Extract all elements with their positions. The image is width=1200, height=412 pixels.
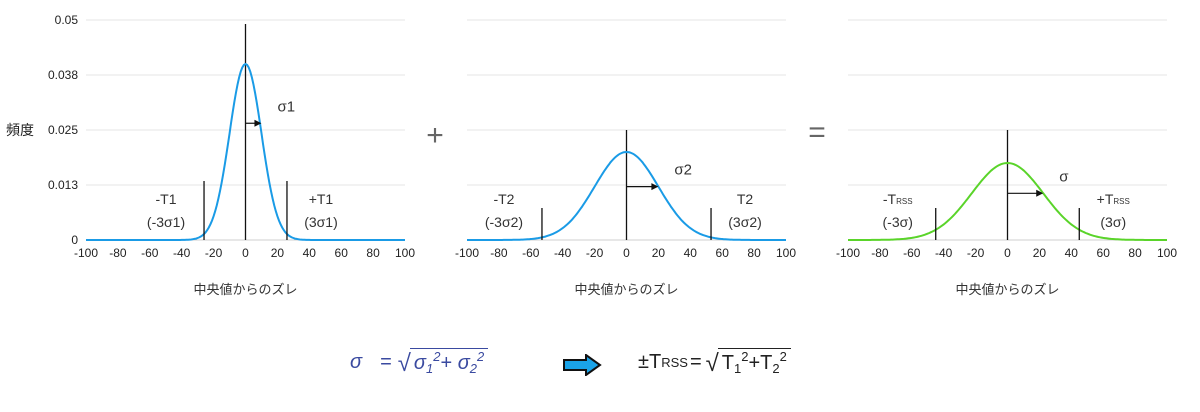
x-tick-label: 100 — [776, 246, 796, 260]
sigma-sqrt: √ σ12+ σ22 — [397, 348, 489, 377]
x-tick-label: -80 — [871, 246, 889, 260]
upper-tolerance-label: +TRSS — [1097, 191, 1130, 207]
distribution-curve — [848, 161, 1167, 241]
t-plus: + — [748, 352, 761, 374]
sigma-equals: = — [380, 350, 392, 373]
sigma-lhs: σ — [350, 350, 363, 373]
t-equals: = — [689, 350, 702, 373]
distribution-curve — [467, 150, 786, 241]
x-axis-label: 中央値からのズレ — [574, 282, 678, 297]
x-tick-label: 0 — [623, 246, 630, 260]
y-tick-label: 0.05 — [55, 13, 79, 27]
x-tick-label: -40 — [935, 246, 953, 260]
sigma1-exponent: 2 — [433, 349, 441, 364]
x-tick-label: 80 — [366, 246, 380, 260]
t2-exponent: 2 — [779, 349, 787, 364]
sigma-arrowhead-icon — [651, 183, 659, 191]
t-rss-lhs: ±T — [638, 350, 662, 373]
lower-tolerance-label: -T2 — [493, 191, 514, 207]
lower-tolerance-label: -TRSS — [883, 191, 913, 207]
sigma-formula: σ = √ σ12+ σ22 — [350, 340, 489, 384]
x-tick-label: 100 — [395, 246, 415, 260]
x-axis-label: 中央値からのズレ — [955, 282, 1059, 297]
sigma-label: σ2 — [674, 162, 692, 179]
t1-symbol: T — [721, 352, 735, 374]
upper-tolerance-label: +T1 — [309, 191, 334, 207]
x-tick-label: 40 — [303, 246, 317, 260]
x-tick-label: 60 — [716, 246, 730, 260]
y-tick-label: 0.038 — [48, 68, 78, 82]
right-arrow-icon — [563, 354, 602, 376]
t-radicand: T12+T22 — [717, 348, 791, 376]
y-axis-label: 頻度 — [6, 122, 34, 138]
upper-tolerance-sublabel: (3σ2) — [728, 214, 762, 230]
t2-subscript: 2 — [772, 361, 780, 376]
x-tick-label: 80 — [747, 246, 761, 260]
equals-operator: = — [808, 116, 826, 149]
x-tick-label: -80 — [490, 246, 508, 260]
t1-exponent: 2 — [741, 349, 749, 364]
x-tick-label: 100 — [1157, 246, 1177, 260]
plus-operator: + — [426, 119, 444, 152]
sigma-plus: + — [440, 352, 453, 374]
sigma2-subscript: 2 — [469, 361, 477, 376]
x-tick-label: 0 — [242, 246, 249, 260]
x-tick-label: -40 — [554, 246, 572, 260]
x-axis-label: 中央値からのズレ — [193, 282, 297, 297]
sigma-arrowhead-icon — [254, 119, 262, 127]
radical-sign-icon: √ — [397, 350, 411, 377]
x-tick-label: -100 — [455, 246, 479, 260]
chart-panel-1: 0 0.013 0.025 0.038 0.05 頻度 -100 -80 -60 -40 -20 0 2… — [6, 13, 415, 297]
x-tick-label: 40 — [1065, 246, 1079, 260]
lower-tolerance-sublabel: (-3σ2) — [485, 214, 523, 230]
upper-tolerance-sublabel: (3σ) — [1100, 214, 1126, 230]
x-tick-label: -60 — [903, 246, 921, 260]
x-tick-label: -60 — [141, 246, 159, 260]
sigma1-subscript: 1 — [425, 361, 434, 376]
x-tick-label: -40 — [173, 246, 191, 260]
x-tick-label: -20 — [586, 246, 604, 260]
radical-sign-icon: √ — [705, 350, 719, 377]
x-tick-label: -20 — [967, 246, 985, 260]
x-tick-label: 40 — [684, 246, 698, 260]
t1-subscript: 1 — [734, 361, 742, 376]
y-tick-label: 0.013 — [48, 178, 78, 192]
lower-tolerance-sublabel: (-3σ1) — [147, 214, 185, 230]
x-tick-label: -60 — [522, 246, 540, 260]
x-tick-label: -100 — [74, 246, 98, 260]
x-tick-label: -20 — [205, 246, 223, 260]
x-tick-label: 20 — [652, 246, 666, 260]
t-rss-formula: ±T RSS = √ T12+T22 — [638, 340, 791, 384]
lower-tolerance-sublabel: (-3σ) — [883, 214, 913, 230]
sigma2-exponent: 2 — [477, 349, 485, 364]
x-tick-label: -100 — [836, 246, 860, 260]
chart-panel-3: -100 -80 -60 -40 -20 0 20 40 60 80 100 中央値からのズレ σ -TR… — [836, 19, 1177, 297]
sigma1-symbol: σ — [413, 352, 426, 374]
t2-symbol: T — [760, 352, 773, 374]
x-tick-label: 20 — [271, 246, 285, 260]
sigma-radicand: σ12+ σ22 — [409, 348, 489, 376]
y-tick-label: 0 — [71, 233, 78, 247]
sigma-arrowhead-icon — [1036, 189, 1044, 197]
distribution-curve — [86, 62, 405, 241]
chart-panel-2: -100 -80 -60 -40 -20 0 20 40 60 80 100 中央値からのズレ σ2 -T… — [455, 19, 796, 297]
x-tick-label: 60 — [335, 246, 349, 260]
sigma-label: σ1 — [277, 98, 295, 115]
upper-tolerance-sublabel: (3σ1) — [304, 214, 338, 230]
sigma-label: σ — [1059, 168, 1069, 185]
y-tick-label: 0.025 — [48, 123, 78, 137]
x-tick-label: 60 — [1097, 246, 1111, 260]
lower-tolerance-label: -T1 — [156, 191, 177, 207]
sigma2-symbol: σ — [457, 352, 470, 374]
t-sqrt: √ T12+T22 — [706, 348, 791, 376]
x-tick-label: 0 — [1004, 246, 1011, 260]
x-tick-label: -80 — [109, 246, 127, 260]
x-tick-label: 80 — [1128, 246, 1142, 260]
x-tick-label: 20 — [1033, 246, 1047, 260]
t-rss-subscript: RSS — [661, 354, 688, 370]
upper-tolerance-label: T2 — [737, 191, 754, 207]
